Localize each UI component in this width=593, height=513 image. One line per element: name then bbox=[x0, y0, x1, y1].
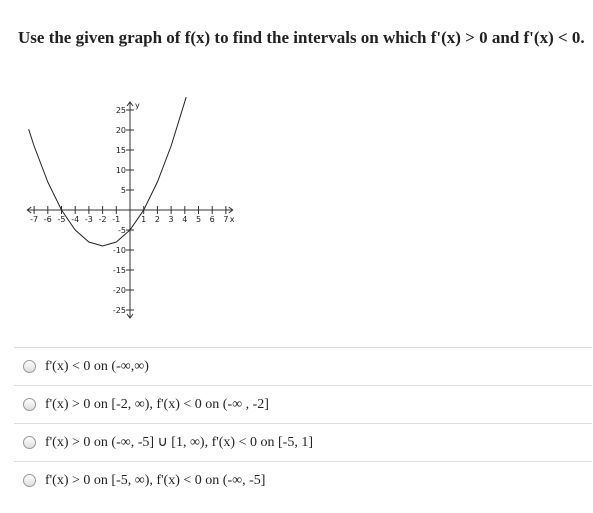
option-text[interactable]: f'(x) > 0 on [-5, ∞), f'(x) < 0 on (-∞, … bbox=[45, 472, 266, 488]
y-tick-label: 5 bbox=[121, 186, 126, 195]
y-tick-label: -15 bbox=[113, 266, 126, 275]
x-tick-label: 5 bbox=[196, 215, 201, 224]
axis-arrow bbox=[26, 206, 32, 214]
x-tick-label: -1 bbox=[112, 215, 120, 224]
graph: xy-7 -6 -5 -4 -3 -2 -1 1 2 3 4 5 6 7252015105-5-10-15… bbox=[26, 97, 235, 319]
radio-button[interactable] bbox=[23, 398, 36, 411]
x-tick-label: -2 bbox=[99, 215, 107, 224]
option-text[interactable]: f'(x) > 0 on (-∞, -5] ∪ [1, ∞), f'(x) < … bbox=[45, 435, 313, 450]
x-tick-label: -3 bbox=[85, 215, 93, 224]
radio-button[interactable] bbox=[23, 474, 36, 487]
option[interactable]: f'(x) > 0 on (-∞, -5] ∪ [1, ∞), f'(x) < … bbox=[14, 423, 592, 461]
x-tick-label: 6 bbox=[210, 215, 215, 224]
x-axis-label: x bbox=[230, 215, 235, 224]
axis-arrow bbox=[126, 101, 134, 107]
option-text[interactable]: f'(x) < 0 on (-∞,∞) bbox=[45, 358, 149, 374]
x-tick-label: 3 bbox=[169, 215, 174, 224]
y-tick-label: -20 bbox=[113, 286, 126, 295]
curve bbox=[28, 97, 187, 247]
x-tick-label: -5 bbox=[58, 215, 66, 224]
y-tick-label: -10 bbox=[113, 246, 126, 255]
y-tick-label: 15 bbox=[116, 146, 126, 155]
x-tick-label: 4 bbox=[182, 215, 187, 224]
option-text[interactable]: f'(x) > 0 on [-2, ∞), f'(x) < 0 on (-∞ ,… bbox=[45, 396, 269, 412]
x-tick-label: -4 bbox=[71, 215, 79, 224]
question: Use the given graph of f(x) to find the … bbox=[18, 28, 585, 47]
y-tick-label: 20 bbox=[116, 126, 126, 135]
radio-button[interactable] bbox=[23, 436, 36, 449]
radio-button[interactable] bbox=[23, 360, 36, 373]
x-tick-label: -7 bbox=[30, 215, 38, 224]
x-tick-label: 7 bbox=[223, 215, 228, 224]
axis-arrow bbox=[126, 313, 134, 319]
option[interactable]: f'(x) > 0 on [-5, ∞), f'(x) < 0 on (-∞, … bbox=[14, 461, 592, 499]
x-tick-label: 1 bbox=[141, 215, 146, 224]
axis-arrow bbox=[228, 206, 234, 214]
x-tick-label: 2 bbox=[155, 215, 160, 224]
option[interactable]: f'(x) < 0 on (-∞,∞) bbox=[14, 347, 592, 385]
y-tick-label: -5 bbox=[118, 226, 126, 235]
y-tick-label: -25 bbox=[113, 306, 126, 315]
option[interactable]: f'(x) > 0 on [-2, ∞), f'(x) < 0 on (-∞ ,… bbox=[14, 385, 592, 423]
x-tick-label: -6 bbox=[44, 215, 52, 224]
y-tick-label: 25 bbox=[116, 106, 126, 115]
y-axis-label: y bbox=[135, 101, 140, 110]
y-tick-label: 10 bbox=[116, 166, 126, 175]
